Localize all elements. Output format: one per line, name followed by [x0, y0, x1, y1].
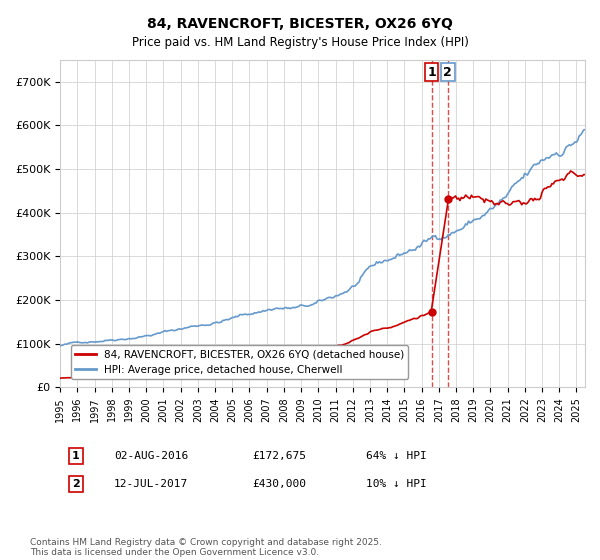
Text: 64% ↓ HPI: 64% ↓ HPI	[366, 451, 427, 461]
Text: Price paid vs. HM Land Registry's House Price Index (HPI): Price paid vs. HM Land Registry's House …	[131, 36, 469, 49]
Text: 02-AUG-2016: 02-AUG-2016	[114, 451, 188, 461]
Text: 2: 2	[443, 66, 452, 79]
Text: 2: 2	[72, 479, 80, 489]
Text: 1: 1	[427, 66, 436, 79]
Text: 84, RAVENCROFT, BICESTER, OX26 6YQ: 84, RAVENCROFT, BICESTER, OX26 6YQ	[147, 17, 453, 31]
Text: £430,000: £430,000	[252, 479, 306, 489]
Text: Contains HM Land Registry data © Crown copyright and database right 2025.
This d: Contains HM Land Registry data © Crown c…	[30, 538, 382, 557]
Text: £172,675: £172,675	[252, 451, 306, 461]
Text: 1: 1	[72, 451, 80, 461]
Text: 10% ↓ HPI: 10% ↓ HPI	[366, 479, 427, 489]
Text: 12-JUL-2017: 12-JUL-2017	[114, 479, 188, 489]
Legend: 84, RAVENCROFT, BICESTER, OX26 6YQ (detached house), HPI: Average price, detache: 84, RAVENCROFT, BICESTER, OX26 6YQ (deta…	[71, 345, 409, 379]
